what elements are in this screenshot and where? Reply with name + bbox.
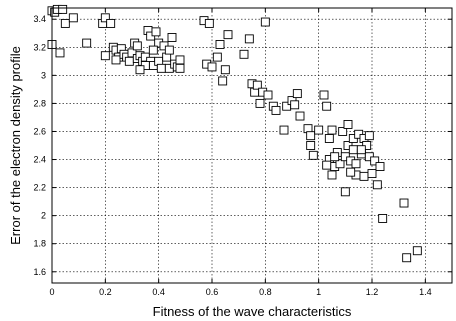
data-point: [215, 40, 225, 49]
data-point: [327, 125, 337, 135]
y-tick-label: 3.2: [33, 42, 46, 52]
data-point: [346, 167, 356, 177]
y-tick-label: 3.4: [33, 14, 46, 24]
x-tick-label: 0.4: [152, 287, 165, 297]
data-point: [290, 100, 300, 110]
data-point: [135, 65, 145, 75]
data-point: [271, 105, 281, 115]
data-point: [220, 65, 230, 75]
data-point: [399, 198, 409, 208]
data-point: [106, 18, 116, 28]
data-point: [351, 159, 361, 169]
data-point: [204, 18, 214, 28]
data-point: [175, 63, 185, 73]
plot-frame: [51, 7, 453, 284]
data-point: [279, 125, 289, 135]
y-tick-label: 1.8: [33, 239, 46, 249]
data-point: [330, 152, 340, 162]
data-point: [308, 150, 318, 160]
data-point: [292, 89, 302, 99]
data-point: [263, 90, 273, 100]
data-point: [295, 111, 305, 121]
data-point: [322, 160, 332, 170]
x-tick-label: 0: [49, 287, 54, 297]
x-tick-label: 0.8: [259, 287, 272, 297]
data-point: [218, 76, 228, 86]
data-point: [314, 125, 324, 135]
y-axis-label: Error of the electron density profile: [8, 46, 23, 245]
data-point: [364, 131, 374, 141]
data-point: [58, 4, 68, 14]
data-point: [306, 131, 316, 141]
y-tick-label: 2.6: [33, 126, 46, 136]
y-tick-label: 2.4: [33, 155, 46, 165]
y-tick-label: 2: [41, 211, 46, 221]
data-point: [148, 45, 158, 55]
data-point: [167, 33, 177, 42]
data-point: [327, 170, 337, 180]
x-tick-label: 0.6: [206, 287, 219, 297]
data-point: [359, 171, 369, 181]
y-tick-label: 3: [41, 70, 46, 80]
data-point: [252, 80, 262, 90]
data-point: [412, 246, 422, 256]
y-tick-labels: 1.6 1.8 2 2.2 2.4 2.6 2.8 3 3.2 3.4: [33, 14, 46, 277]
data-point: [100, 13, 110, 23]
x-tick-label: 1.4: [419, 287, 432, 297]
data-point: [340, 187, 350, 197]
data-point: [239, 49, 249, 59]
data-point: [132, 41, 142, 51]
data-point: [335, 159, 345, 169]
x-axis-label: Fitness of the wave characteristics: [153, 304, 352, 319]
data-points: [47, 4, 422, 263]
data-point: [319, 90, 329, 100]
data-point: [124, 56, 134, 66]
y-tick-label: 2.8: [33, 98, 46, 108]
data-point: [207, 62, 217, 72]
data-point: [402, 253, 412, 263]
data-point: [378, 214, 388, 223]
x-tick-label: 1: [316, 287, 321, 297]
data-point: [68, 13, 78, 23]
data-point: [348, 145, 358, 155]
data-point: [175, 55, 185, 65]
data-point: [164, 45, 174, 55]
data-point: [343, 120, 353, 129]
data-point: [306, 141, 316, 150]
x-tick-label: 0.2: [99, 287, 112, 297]
data-point: [375, 162, 385, 171]
data-point: [338, 127, 348, 136]
data-point: [322, 101, 332, 111]
y-tick-label: 1.6: [33, 267, 46, 277]
x-tick-labels: 0 0.2 0.4 0.6 0.8 1 1.2 1.4: [49, 287, 431, 297]
data-point: [82, 38, 92, 48]
data-point: [244, 34, 254, 44]
data-point: [100, 51, 110, 61]
tick-marks: [51, 8, 452, 283]
data-point: [111, 55, 121, 65]
data-point: [370, 156, 380, 166]
data-point: [324, 134, 334, 143]
y-tick-label: 2.2: [33, 183, 46, 193]
data-point: [156, 63, 166, 73]
data-point: [372, 180, 382, 190]
data-point: [255, 98, 265, 108]
data-point: [55, 48, 65, 58]
data-point: [151, 27, 161, 37]
data-point: [260, 17, 270, 27]
x-tick-label: 1.2: [366, 287, 379, 297]
data-point: [223, 30, 233, 40]
data-point: [367, 169, 377, 179]
data-point: [60, 18, 70, 28]
data-point: [212, 52, 222, 62]
data-point: [356, 145, 366, 155]
